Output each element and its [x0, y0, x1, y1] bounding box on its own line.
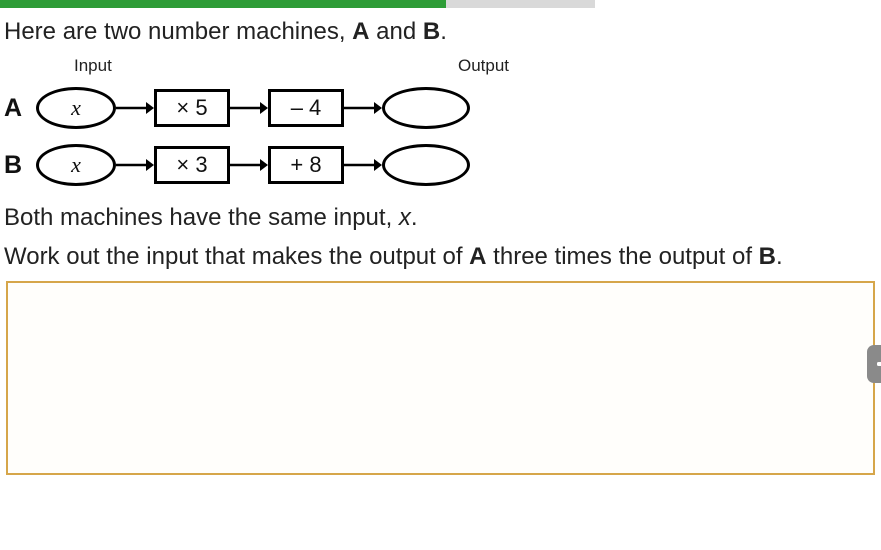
- intro-period: .: [440, 18, 447, 45]
- input-oval-b: x: [36, 144, 116, 186]
- progress-fill: [0, 0, 446, 8]
- progress-bar: [0, 0, 595, 8]
- line3-pre: Work out the input that makes the output…: [4, 243, 469, 270]
- line2-var: x: [399, 204, 411, 231]
- line3-b: B: [759, 243, 776, 270]
- op1-text-a: × 5: [176, 95, 207, 121]
- line2-pre: Both machines have the same input,: [4, 204, 399, 231]
- intro-a: A: [352, 18, 369, 45]
- op1-text-b: × 3: [176, 152, 207, 178]
- arrow-icon: [116, 97, 154, 119]
- input-value-b: x: [71, 152, 81, 178]
- answer-input-area[interactable]: [6, 281, 875, 475]
- intro-line: Here are two number machines, A and B.: [4, 16, 881, 48]
- input-oval-a: x: [36, 87, 116, 129]
- arrow-icon: [344, 154, 382, 176]
- op2-box-b: + 8: [268, 146, 344, 184]
- output-oval-a: [382, 87, 470, 129]
- line3-post: .: [776, 243, 783, 270]
- op2-box-a: – 4: [268, 89, 344, 127]
- arrow-icon: [230, 97, 268, 119]
- op1-box-a: × 5: [154, 89, 230, 127]
- arrow-icon: [116, 154, 154, 176]
- output-label: Output: [458, 56, 509, 76]
- op2-text-b: + 8: [290, 152, 321, 178]
- op2-text-a: – 4: [291, 95, 322, 121]
- intro-and: and: [370, 18, 423, 45]
- machine-row-a: A x × 5 – 4: [4, 81, 881, 135]
- intro-b: B: [423, 18, 440, 45]
- same-input-line: Both machines have the same input, x.: [4, 202, 881, 234]
- plus-icon: [875, 353, 881, 375]
- input-value-a: x: [71, 95, 81, 121]
- intro-pre: Here are two number machines,: [4, 18, 352, 45]
- arrow-icon: [230, 154, 268, 176]
- number-machines-diagram: Input Output A x × 5 – 4 B x ×: [4, 56, 881, 192]
- line2-post: .: [411, 204, 418, 231]
- output-oval-b: [382, 144, 470, 186]
- expand-button[interactable]: [867, 345, 881, 383]
- question-line: Work out the input that makes the output…: [4, 241, 881, 273]
- line3-mid: three times the output of: [487, 243, 759, 270]
- machine-row-b: B x × 3 + 8: [4, 138, 881, 192]
- input-label: Input: [74, 56, 112, 76]
- machine-label-a: A: [4, 94, 30, 123]
- op1-box-b: × 3: [154, 146, 230, 184]
- line3-a: A: [469, 243, 486, 270]
- machine-label-b: B: [4, 151, 30, 180]
- arrow-icon: [344, 97, 382, 119]
